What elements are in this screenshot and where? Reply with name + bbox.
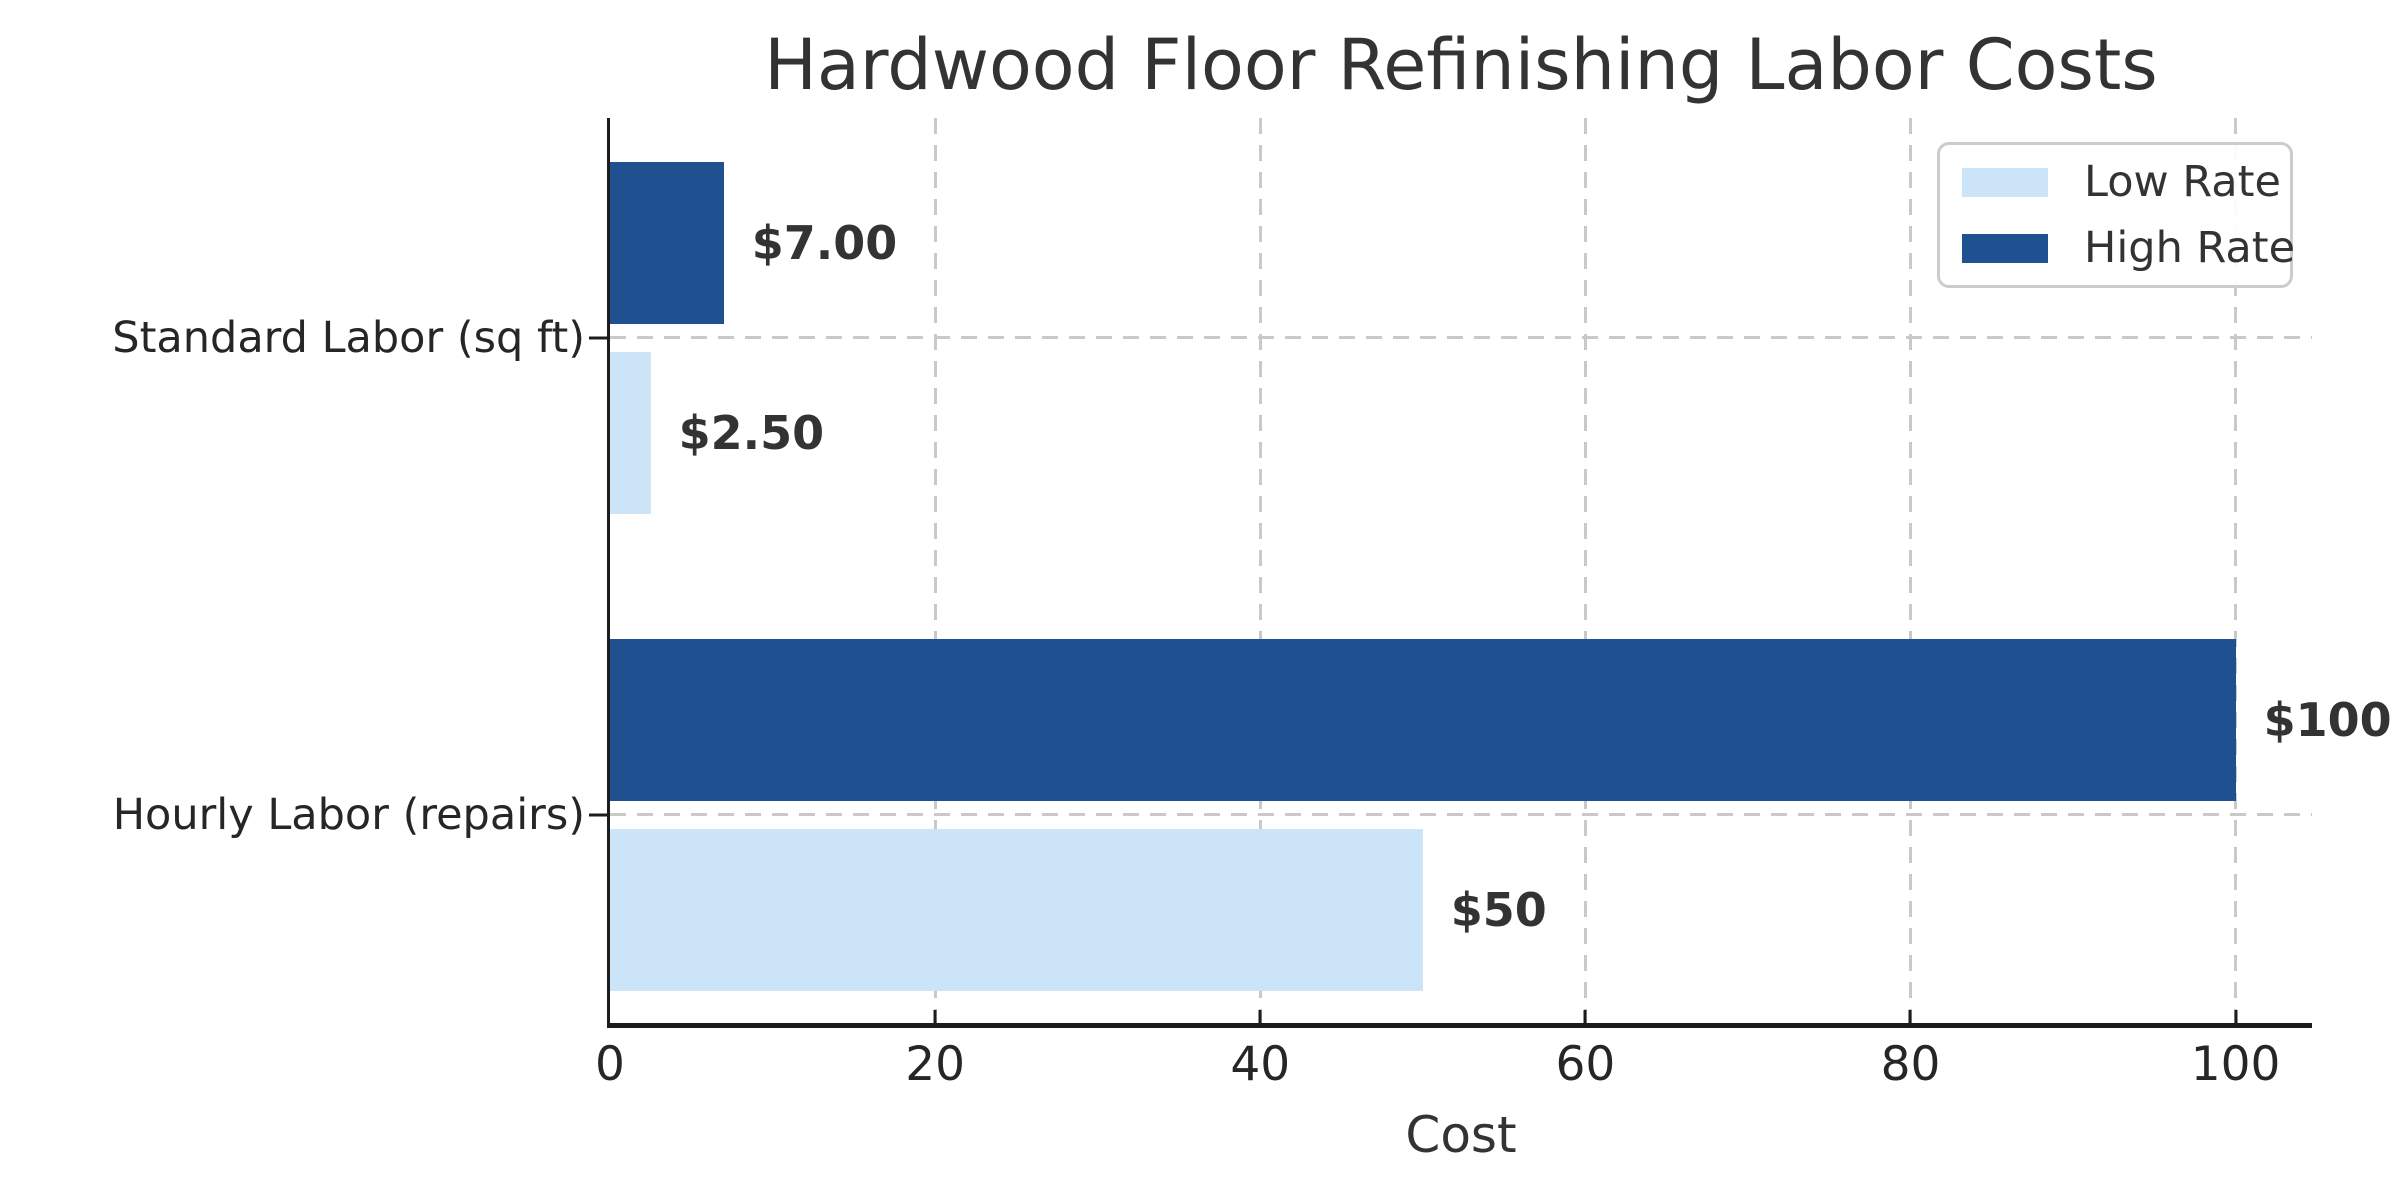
x-tick-mark [2234, 1010, 2238, 1023]
y-axis-spine [607, 118, 610, 1027]
x-axis-spine [607, 1023, 2312, 1028]
bar [610, 351, 651, 514]
x-tick-label: 60 [1555, 1037, 1616, 1092]
x-tick-mark [1258, 1010, 1262, 1023]
x-gridline [2234, 118, 2238, 1023]
x-tick-mark [1583, 1010, 1587, 1023]
legend-row: High Rate [1962, 223, 2295, 273]
chart-title: Hardwood Floor Refinishing Labor Costs [764, 24, 2158, 106]
y-tick-mark [589, 336, 610, 340]
x-tick-label: 40 [1230, 1037, 1291, 1092]
legend: Low Rate High Rate [1937, 142, 2295, 288]
y-tick-mark [589, 813, 610, 817]
x-tick-label: 80 [1880, 1037, 1941, 1092]
legend-swatch [1962, 233, 2048, 263]
y-tick-label: Standard Labor (sq ft) [112, 312, 585, 363]
x-axis-label: Cost [1405, 1106, 1517, 1164]
x-tick-mark [933, 1010, 937, 1023]
x-gridline [1258, 118, 1262, 1023]
legend-label: Low Rate [2084, 157, 2281, 207]
bar [610, 638, 2236, 801]
x-gridline [1908, 118, 1912, 1023]
legend-label: High Rate [2084, 223, 2296, 273]
bar-value-label: $50 [1450, 882, 1547, 937]
y-tick-label: Hourly Labor (repairs) [112, 789, 585, 840]
x-tick-label: 0 [595, 1037, 625, 1092]
bar-value-label: $7.00 [751, 215, 898, 270]
x-tick-label: 20 [905, 1037, 966, 1092]
bar-value-label: $100 [2263, 692, 2392, 747]
legend-row: Low Rate [1962, 157, 2281, 207]
x-gridline [933, 118, 937, 1023]
x-tick-label: 100 [2190, 1037, 2281, 1092]
y-gridline [610, 336, 2312, 340]
bar [610, 828, 1423, 991]
plot-area: $2.50 $7.00 $50 $100 [610, 118, 2392, 1023]
bar-value-label: $2.50 [678, 405, 825, 460]
legend-swatch [1962, 167, 2048, 197]
x-gridline [1583, 118, 1587, 1023]
bar [610, 161, 724, 324]
y-gridline [610, 813, 2312, 817]
x-tick-mark [1908, 1010, 1912, 1023]
